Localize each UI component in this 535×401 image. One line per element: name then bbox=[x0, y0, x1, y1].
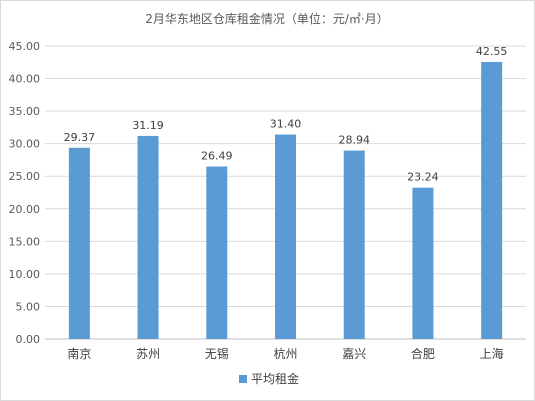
chart-title: 2月华东地区仓库租金情况（单位：元/㎡·月） bbox=[145, 11, 389, 26]
y-tick-label: 15.00 bbox=[9, 235, 41, 248]
x-tick-label: 合肥 bbox=[411, 346, 435, 361]
data-labels: 29.37 31.19 26.49 31.40 28.94 23.24 42.55 bbox=[64, 45, 508, 184]
x-tick-label: 苏州 bbox=[136, 347, 160, 361]
x-tick-label: 嘉兴 bbox=[342, 347, 366, 361]
y-tick-label: 5.00 bbox=[16, 300, 41, 313]
x-tick-label: 南京 bbox=[67, 346, 91, 361]
data-label: 23.24 bbox=[407, 171, 439, 184]
x-tick-label: 上海 bbox=[480, 346, 504, 361]
bar bbox=[481, 61, 503, 340]
y-tick-label: 25.00 bbox=[9, 170, 41, 183]
bar bbox=[68, 147, 90, 339]
y-tick-label: 0.00 bbox=[16, 333, 41, 346]
data-label: 29.37 bbox=[64, 131, 96, 144]
legend-label: 平均租金 bbox=[251, 371, 299, 386]
y-tick-label: 40.00 bbox=[9, 73, 41, 86]
data-label: 31.40 bbox=[270, 118, 302, 131]
x-tick-label: 无锡 bbox=[205, 346, 229, 361]
y-tick-label: 35.00 bbox=[9, 105, 41, 118]
legend-swatch bbox=[239, 375, 247, 383]
legend: 平均租金 bbox=[239, 371, 299, 386]
data-label: 28.94 bbox=[338, 134, 370, 147]
y-tick-label: 30.00 bbox=[9, 138, 41, 151]
bar bbox=[412, 187, 434, 339]
bars bbox=[68, 61, 503, 340]
bar bbox=[275, 134, 296, 339]
y-axis: 0.00 5.00 10.00 15.00 20.00 25.00 30.00 35.00 40… bbox=[9, 40, 41, 346]
bar bbox=[206, 166, 228, 339]
data-label: 31.19 bbox=[132, 119, 164, 132]
y-tick-label: 20.00 bbox=[9, 203, 41, 216]
y-tick-label: 10.00 bbox=[9, 268, 41, 281]
x-axis: 南京 苏州 无锡 杭州 嘉兴 合肥 上海 bbox=[67, 346, 503, 361]
data-label: 26.49 bbox=[201, 150, 233, 163]
bar bbox=[137, 135, 159, 339]
data-label: 42.55 bbox=[476, 45, 508, 58]
y-tick-label: 45.00 bbox=[9, 40, 41, 53]
bar bbox=[343, 150, 365, 339]
x-tick-label: 杭州 bbox=[273, 346, 297, 361]
